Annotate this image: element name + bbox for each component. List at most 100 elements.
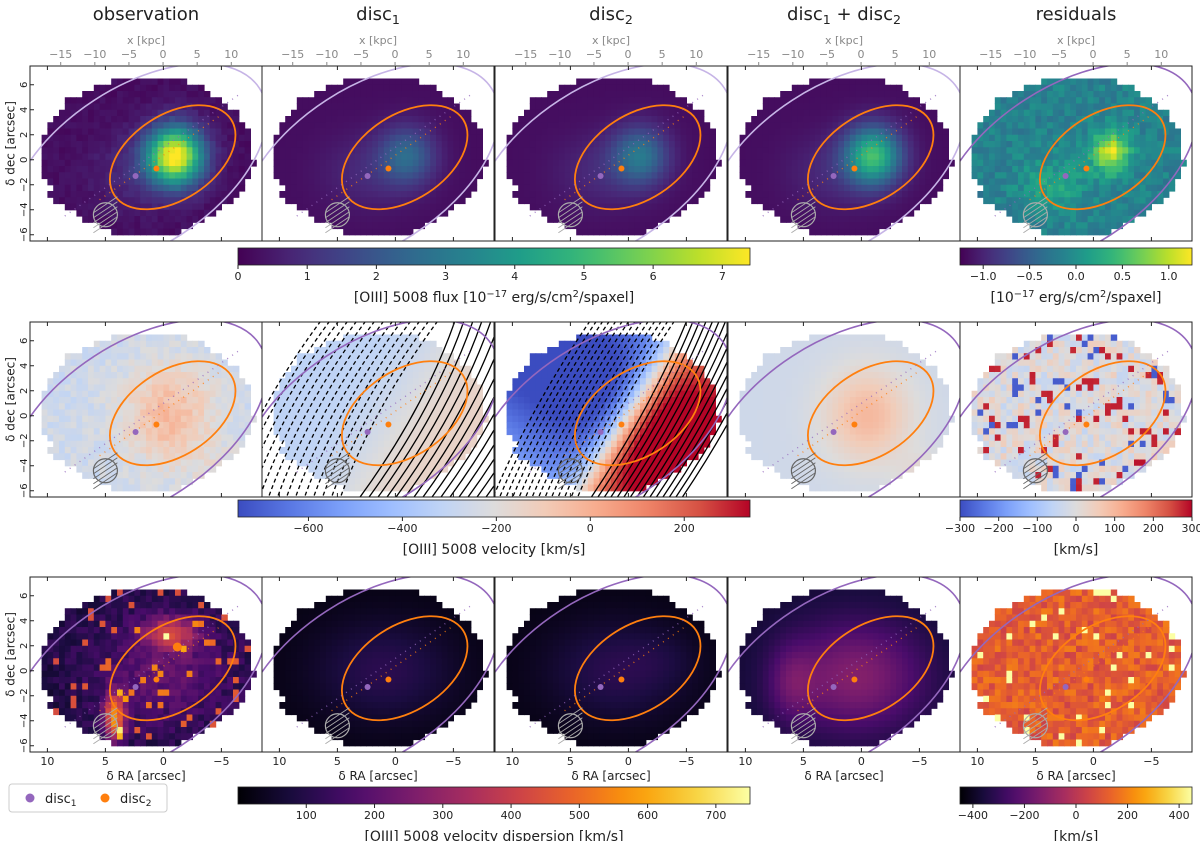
spaxel bbox=[349, 153, 356, 161]
spaxel bbox=[418, 191, 425, 198]
spaxel bbox=[855, 166, 862, 173]
spaxel bbox=[204, 153, 211, 161]
spaxel bbox=[1139, 97, 1147, 105]
spaxel bbox=[1070, 91, 1077, 98]
spaxel bbox=[227, 365, 234, 373]
spaxel bbox=[1047, 228, 1054, 236]
spaxel bbox=[844, 172, 851, 180]
spaxel bbox=[599, 203, 606, 211]
spaxel bbox=[279, 397, 286, 404]
spaxel bbox=[605, 228, 612, 236]
spaxel bbox=[547, 116, 554, 123]
spaxel bbox=[1000, 203, 1007, 211]
spaxel bbox=[663, 159, 670, 167]
spaxel bbox=[611, 141, 618, 148]
spaxel bbox=[1058, 209, 1065, 217]
spaxel bbox=[337, 184, 344, 192]
spaxel bbox=[238, 409, 246, 417]
spaxel bbox=[140, 347, 147, 354]
panel-grid bbox=[29, 65, 1193, 753]
spaxel bbox=[674, 159, 682, 167]
spaxel bbox=[640, 222, 647, 230]
spaxel bbox=[553, 103, 560, 111]
spaxel bbox=[198, 178, 205, 186]
spaxel bbox=[1023, 159, 1031, 167]
spaxel bbox=[1105, 147, 1112, 155]
spaxel bbox=[832, 222, 839, 230]
spaxel bbox=[308, 365, 315, 373]
spaxel bbox=[902, 128, 909, 136]
spaxel bbox=[541, 116, 548, 123]
spaxel bbox=[1093, 122, 1100, 130]
spaxel bbox=[994, 134, 1002, 142]
spaxel bbox=[1076, 172, 1083, 180]
spaxel bbox=[76, 128, 83, 136]
spaxel bbox=[640, 197, 647, 205]
spaxel bbox=[762, 203, 770, 211]
spaxel bbox=[884, 209, 891, 217]
spaxel bbox=[372, 216, 379, 223]
spaxel bbox=[826, 159, 833, 167]
spaxel bbox=[82, 122, 89, 130]
spaxel bbox=[1052, 97, 1060, 105]
spaxel bbox=[412, 184, 420, 192]
spaxel bbox=[628, 116, 635, 123]
spaxel bbox=[378, 109, 385, 117]
spaxel bbox=[803, 184, 810, 192]
spaxel bbox=[424, 134, 431, 142]
spaxel bbox=[1018, 91, 1025, 98]
spaxel bbox=[553, 128, 560, 136]
spaxel bbox=[47, 178, 54, 186]
spaxel bbox=[302, 422, 309, 429]
spaxel bbox=[198, 91, 205, 98]
spaxel bbox=[797, 172, 804, 180]
spaxel bbox=[453, 197, 460, 205]
spaxel bbox=[325, 365, 333, 373]
spaxel bbox=[308, 209, 315, 217]
spaxel bbox=[198, 422, 205, 429]
spaxel bbox=[157, 103, 164, 111]
spaxel bbox=[1116, 141, 1123, 148]
spaxel bbox=[227, 128, 234, 136]
spaxel bbox=[372, 166, 379, 173]
spaxel bbox=[815, 159, 822, 167]
spaxel bbox=[41, 153, 48, 161]
spaxel bbox=[349, 141, 356, 148]
spaxel bbox=[401, 191, 408, 198]
spaxel bbox=[117, 84, 124, 92]
spaxel bbox=[163, 484, 170, 492]
spaxel bbox=[122, 103, 130, 111]
spaxel bbox=[1052, 191, 1060, 198]
spaxel bbox=[302, 153, 309, 161]
spaxel bbox=[378, 334, 385, 342]
spaxel bbox=[70, 459, 77, 467]
spaxel bbox=[884, 134, 891, 142]
spaxel bbox=[622, 159, 629, 167]
spaxel bbox=[890, 159, 897, 167]
spaxel bbox=[651, 91, 658, 98]
spaxel bbox=[233, 372, 240, 379]
spaxel bbox=[873, 184, 880, 192]
spaxel bbox=[1134, 116, 1141, 123]
spaxel bbox=[518, 159, 525, 167]
spaxel bbox=[564, 116, 571, 123]
spaxel bbox=[1128, 116, 1135, 123]
spaxel bbox=[389, 172, 396, 180]
spaxel bbox=[844, 228, 851, 236]
spaxel bbox=[855, 216, 862, 223]
spaxel bbox=[64, 453, 72, 461]
spaxel bbox=[640, 116, 647, 123]
spaxel bbox=[465, 166, 472, 173]
spaxel bbox=[383, 191, 391, 198]
spaxel bbox=[1128, 172, 1135, 180]
spaxel bbox=[146, 403, 153, 411]
spaxel bbox=[832, 216, 839, 223]
spaxel bbox=[936, 159, 944, 167]
spaxel bbox=[884, 216, 891, 223]
spaxel bbox=[1070, 172, 1077, 180]
spaxel bbox=[878, 78, 886, 86]
spaxel bbox=[838, 191, 845, 198]
spaxel bbox=[855, 222, 862, 230]
spaxel bbox=[826, 103, 833, 111]
spaxel bbox=[221, 153, 228, 161]
